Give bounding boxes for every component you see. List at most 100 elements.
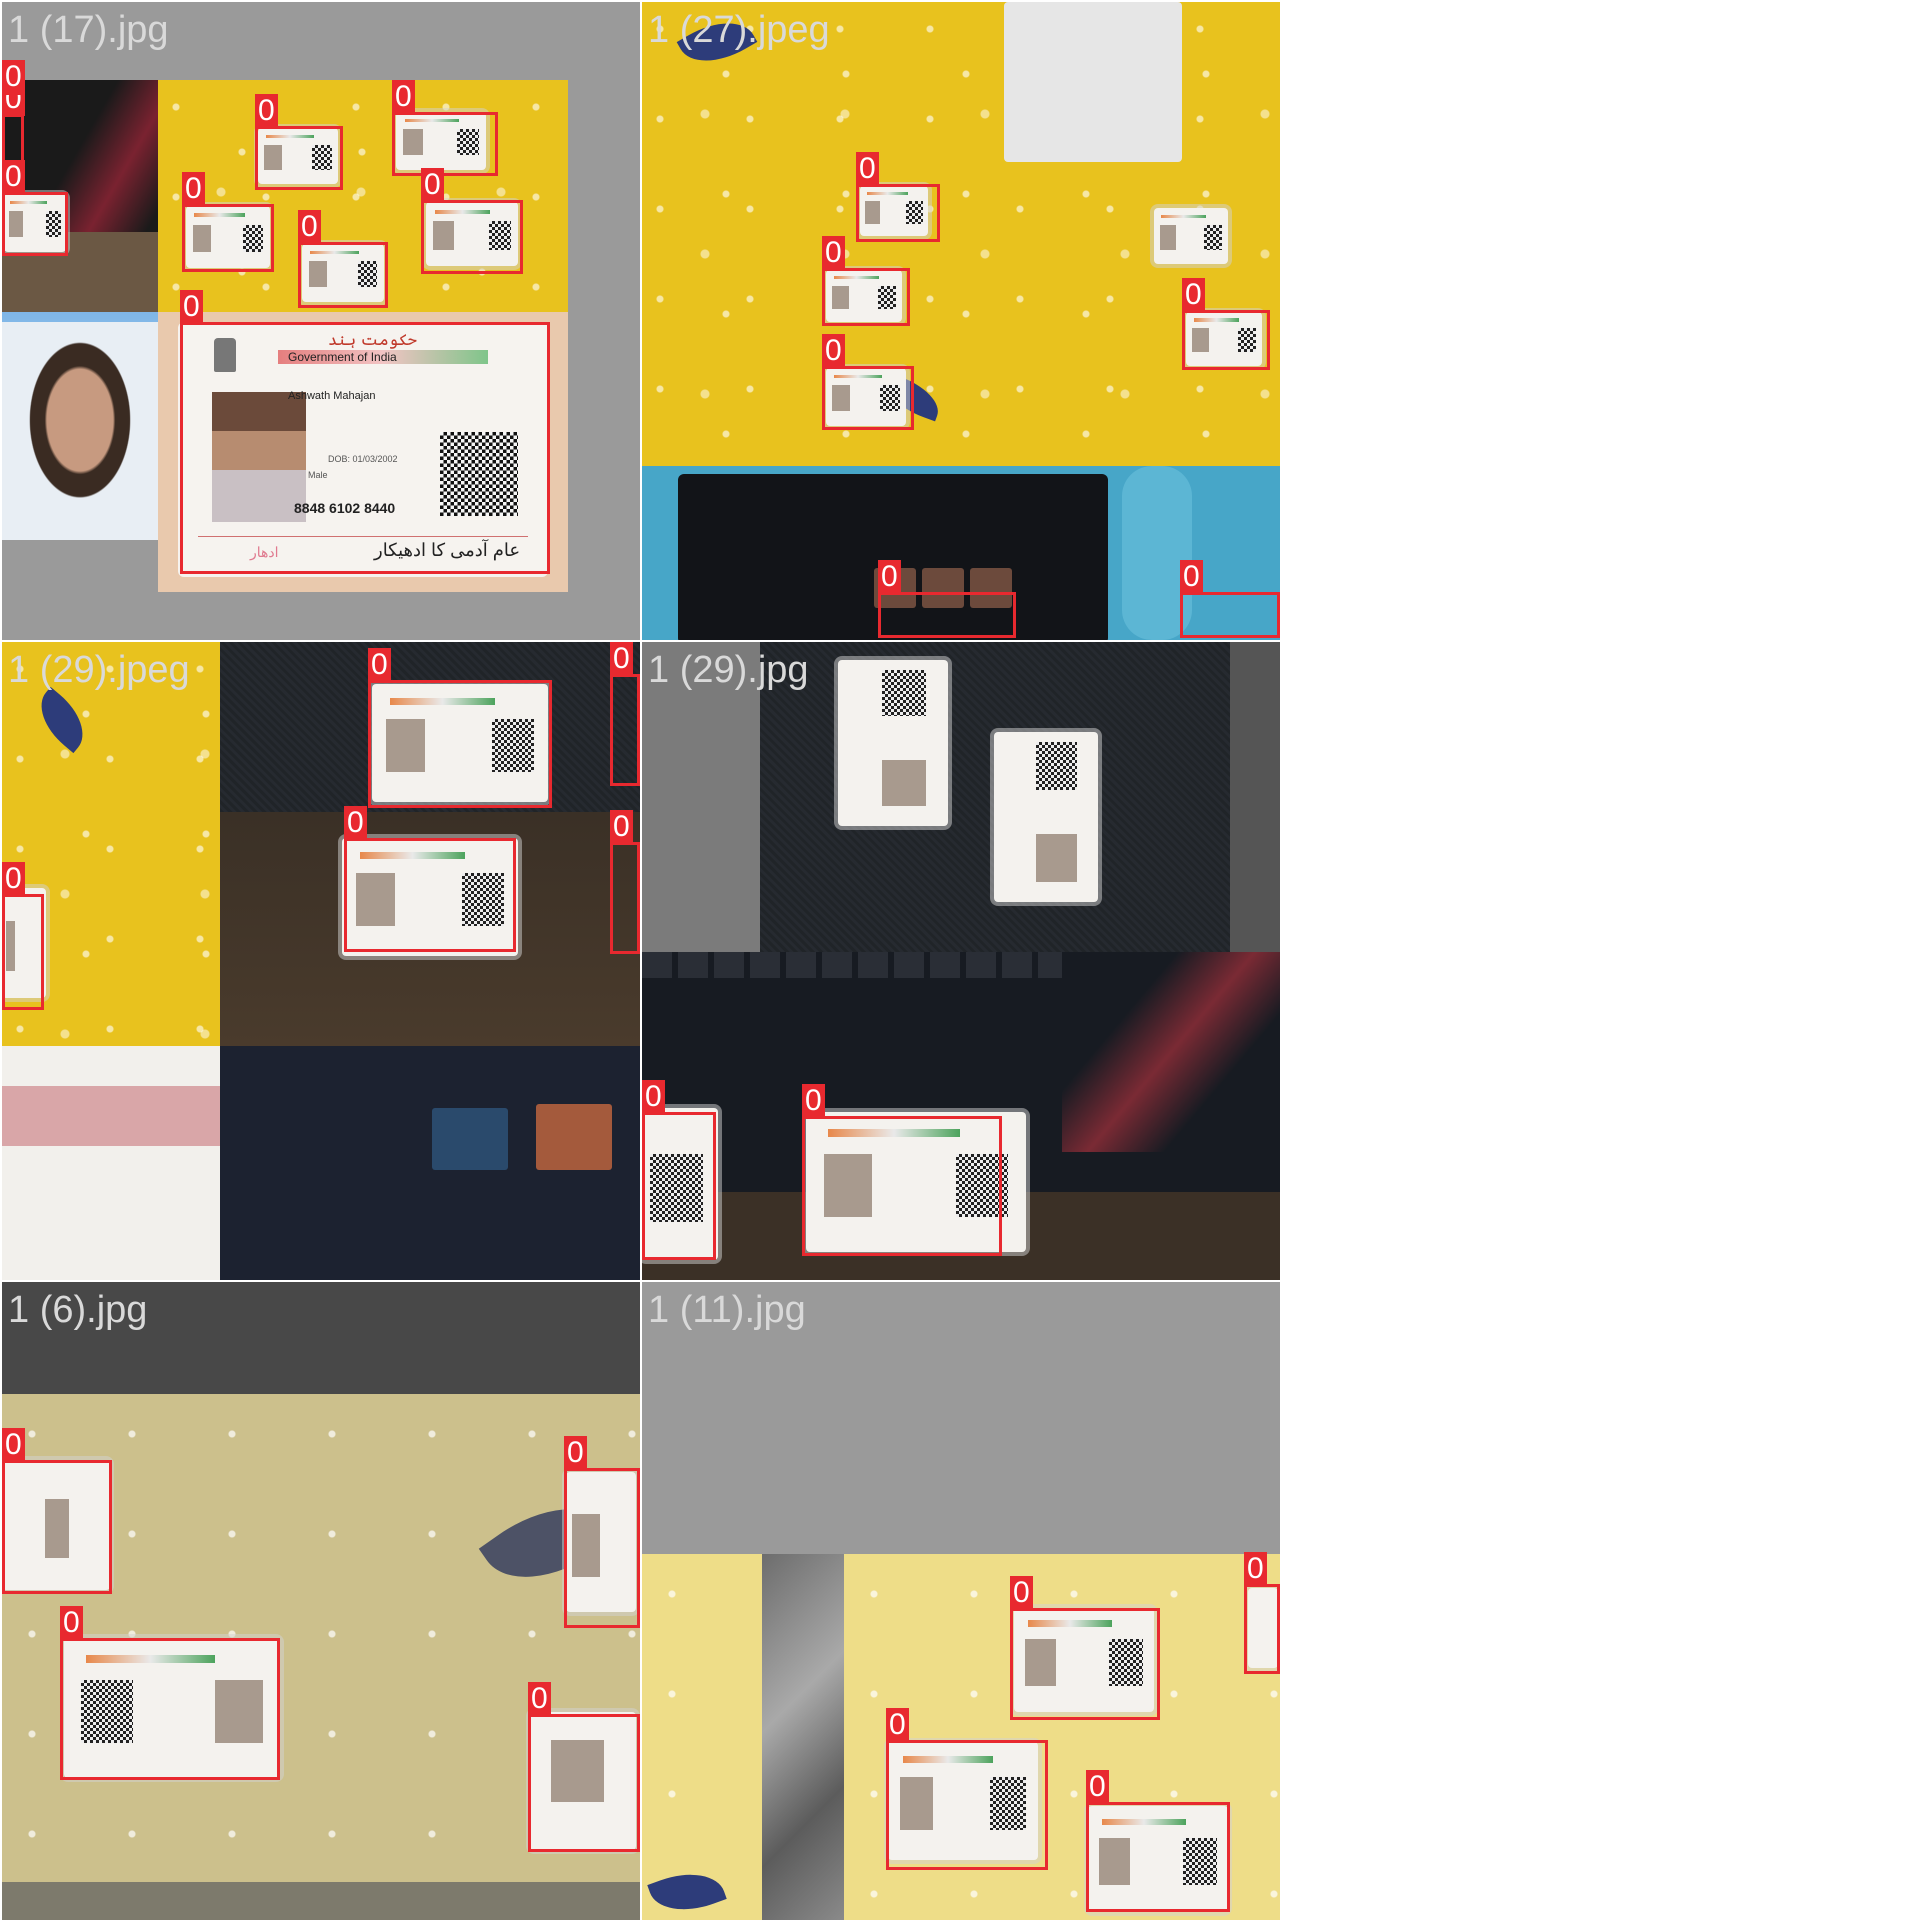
- class-label: 0: [2, 60, 25, 94]
- detection-box: 0: [610, 642, 640, 786]
- card-header-en: Government of India: [288, 350, 397, 364]
- scene-border-dark: [2, 1282, 640, 1394]
- detection-box: 0: [182, 172, 274, 272]
- class-label: 0: [368, 648, 391, 682]
- detection-box: 0: [1086, 1770, 1230, 1912]
- class-label: 0: [886, 1708, 909, 1742]
- class-label: 0: [182, 172, 205, 206]
- class-label: 0: [2, 160, 25, 194]
- detection-box: 0: [255, 94, 343, 190]
- card-qr: [440, 432, 518, 516]
- detection-box: 0: [344, 806, 516, 952]
- id-card: [396, 112, 486, 170]
- class-label: 0: [1086, 1770, 1109, 1804]
- id-card: [186, 206, 270, 268]
- class-label: 0: [298, 210, 321, 244]
- card-header-urdu: حکومت ہند: [328, 332, 417, 349]
- card-name: Ashwath Mahajan: [288, 390, 376, 402]
- id-card: [258, 128, 338, 184]
- scene-selfie: [2, 312, 158, 540]
- class-label: 0: [2, 1428, 25, 1462]
- detection-box: 0: [822, 334, 914, 430]
- id-card: [426, 202, 518, 266]
- id-card: [826, 270, 902, 322]
- detection-box: 0: [2, 160, 68, 256]
- class-label: 0: [610, 642, 633, 676]
- tile-filename: 1 (11).jpg: [648, 1289, 806, 1331]
- id-card: [566, 1472, 636, 1612]
- id-card: [64, 1638, 280, 1778]
- detection-box: 0: [610, 810, 640, 954]
- class-label: 0: [822, 236, 845, 270]
- detection-box: 0: [1010, 1576, 1160, 1720]
- class-label: 0: [610, 810, 633, 844]
- class-label: 0: [878, 560, 901, 594]
- detection-box: 0: [368, 648, 552, 808]
- class-label: 0: [421, 168, 444, 202]
- person-face: [2, 322, 158, 540]
- class-label: 0: [822, 334, 845, 368]
- id-card: [806, 1112, 1026, 1252]
- id-card: [888, 1742, 1038, 1860]
- tile-filename: 1 (17).jpg: [8, 9, 169, 51]
- id-card: [530, 1712, 636, 1850]
- detection-box: 0: [528, 1682, 640, 1852]
- class-label: 0: [1244, 1552, 1267, 1586]
- id-card: [2, 888, 46, 998]
- detection-box: 0: [298, 210, 388, 308]
- id-card: [1248, 1588, 1278, 1668]
- detection-box: 0: [2, 82, 25, 164]
- scene-laptop-desk: [642, 466, 1280, 640]
- class-label: 0: [255, 94, 278, 128]
- class-label: 0: [528, 1682, 551, 1716]
- detection-box: 0: [2, 862, 44, 1010]
- card-footer-pink: ادھار: [250, 544, 279, 560]
- tile-filename: 1 (27).jpeg: [648, 9, 830, 51]
- detection-box: 0: [60, 1606, 280, 1780]
- scene-papers: [2, 1046, 220, 1280]
- white-towel: [1004, 2, 1182, 162]
- class-label: 0: [1010, 1576, 1033, 1610]
- class-label: 0: [60, 1606, 83, 1640]
- detection-box: 0: [822, 236, 910, 326]
- id-card: [372, 684, 548, 802]
- id-card: [1154, 208, 1228, 264]
- scene-gray: [642, 642, 760, 952]
- scene-yellow-cloth: [642, 1554, 762, 1920]
- detection-box: 0: [1182, 278, 1270, 370]
- card-number: 8848 6102 8440: [294, 500, 396, 516]
- scene-border-gray: [642, 1282, 1280, 1554]
- id-card: [4, 194, 66, 252]
- id-card: [838, 660, 948, 826]
- tile-1: 1 (17).jpg حکومت ہند Government of India…: [2, 2, 640, 640]
- detection-box: 0: [886, 1708, 1048, 1870]
- class-label: 0: [1182, 278, 1205, 312]
- flag-stripe: [278, 350, 488, 364]
- class-label: 0: [642, 1080, 665, 1114]
- card-footer-urdu: عام آدمی کا ادھیکار: [374, 540, 521, 560]
- mosaic-grid: 1 (17).jpg حکومت ہند Government of India…: [2, 2, 1280, 1920]
- tile-6: 1 (11).jpg 0 0 0 0: [642, 1282, 1280, 1920]
- detection-box: 0: [642, 1080, 716, 1260]
- class-label: 0: [392, 80, 415, 114]
- id-card: [642, 1108, 718, 1260]
- id-card: [342, 838, 518, 956]
- detection-box: 0: [2, 1428, 112, 1594]
- detection-box: 0: [856, 152, 940, 242]
- class-label: 0: [856, 152, 879, 186]
- tile-filename: 1 (6).jpg: [8, 1289, 148, 1331]
- class-label: 0: [802, 1084, 825, 1118]
- detection-box: 0: [392, 80, 498, 176]
- card-gender: Male: [308, 470, 328, 480]
- class-label: 0: [180, 290, 203, 324]
- scene-music-app: [220, 1046, 640, 1280]
- tile-filename: 1 (29).jpeg: [8, 649, 190, 691]
- id-card: [994, 732, 1098, 902]
- id-card: [860, 186, 928, 236]
- emblem-icon: [214, 338, 236, 372]
- class-label: 0: [1180, 560, 1203, 594]
- class-label: 0: [2, 862, 25, 896]
- divider: [198, 536, 528, 537]
- class-label: 0: [564, 1436, 587, 1470]
- id-card: [302, 244, 384, 302]
